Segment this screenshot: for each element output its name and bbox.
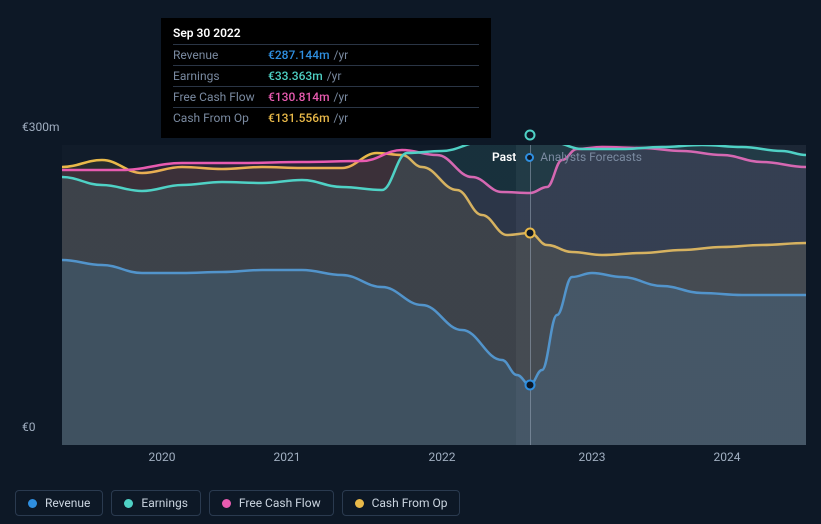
- legend-item-earnings[interactable]: Earnings: [111, 490, 201, 516]
- tooltip-row: Revenue€287.144m/yr: [173, 44, 479, 65]
- tooltip-row-label: Free Cash Flow: [173, 90, 268, 104]
- tooltip-row: Free Cash Flow€130.814m/yr: [173, 86, 479, 107]
- past-future-divider: [530, 145, 531, 445]
- tooltip-row-label: Earnings: [173, 69, 268, 83]
- legend: Revenue Earnings Free Cash Flow Cash From O…: [15, 490, 460, 516]
- x-tick-label: 2022: [429, 450, 456, 464]
- tooltip-row-unit: /yr: [334, 111, 349, 125]
- tooltip-row-unit: /yr: [334, 90, 349, 104]
- series-svg: [62, 145, 806, 445]
- hover-marker-revenue: [525, 380, 536, 391]
- legend-item-free_cash_flow[interactable]: Free Cash Flow: [209, 490, 334, 516]
- area-earnings: [62, 145, 806, 445]
- legend-swatch-icon: [355, 499, 364, 508]
- tooltip-date: Sep 30 2022: [173, 26, 479, 44]
- tooltip-row-label: Revenue: [173, 48, 268, 62]
- legend-label: Free Cash Flow: [239, 496, 321, 510]
- hover-tooltip: Sep 30 2022 Revenue€287.144m/yrEarnings€…: [161, 18, 491, 138]
- x-tick-label: 2023: [579, 450, 606, 464]
- legend-swatch-icon: [222, 499, 231, 508]
- tooltip-row-value: €33.363m: [268, 69, 323, 83]
- tooltip-row-value: €130.814m: [268, 90, 330, 104]
- tooltip-row: Cash From Op€131.556m/yr: [173, 107, 479, 128]
- tooltip-row-label: Cash From Op: [173, 111, 268, 125]
- legend-label: Cash From Op: [372, 496, 448, 510]
- tooltip-row: Earnings€33.363m/yr: [173, 65, 479, 86]
- x-tick-label: 2021: [274, 450, 301, 464]
- x-tick-label: 2024: [714, 450, 741, 464]
- past-label: Past: [492, 150, 516, 164]
- y-tick-label: €0: [22, 420, 36, 434]
- plot-area[interactable]: [62, 145, 806, 445]
- divider-labels: Past Analysts Forecasts: [492, 150, 642, 164]
- forecast-label: Analysts Forecasts: [540, 150, 642, 164]
- tooltip-row-value: €131.556m: [268, 111, 330, 125]
- legend-item-cash_from_op[interactable]: Cash From Op: [342, 490, 461, 516]
- divider-dot-icon: [525, 153, 534, 162]
- hover-marker-cash_from_op: [525, 228, 536, 239]
- tooltip-row-unit: /yr: [327, 69, 342, 83]
- legend-label: Earnings: [141, 496, 188, 510]
- legend-label: Revenue: [45, 496, 90, 510]
- tooltip-row-value: €287.144m: [268, 48, 330, 62]
- legend-item-revenue[interactable]: Revenue: [15, 490, 103, 516]
- legend-swatch-icon: [124, 499, 133, 508]
- y-tick-label: €300m: [22, 120, 60, 134]
- financials-chart: Past Analysts Forecasts Sep 30 2022 Reve…: [15, 0, 806, 514]
- tooltip-row-unit: /yr: [334, 48, 349, 62]
- legend-swatch-icon: [28, 499, 37, 508]
- hover-marker-earnings: [525, 130, 536, 141]
- x-tick-label: 2020: [149, 450, 176, 464]
